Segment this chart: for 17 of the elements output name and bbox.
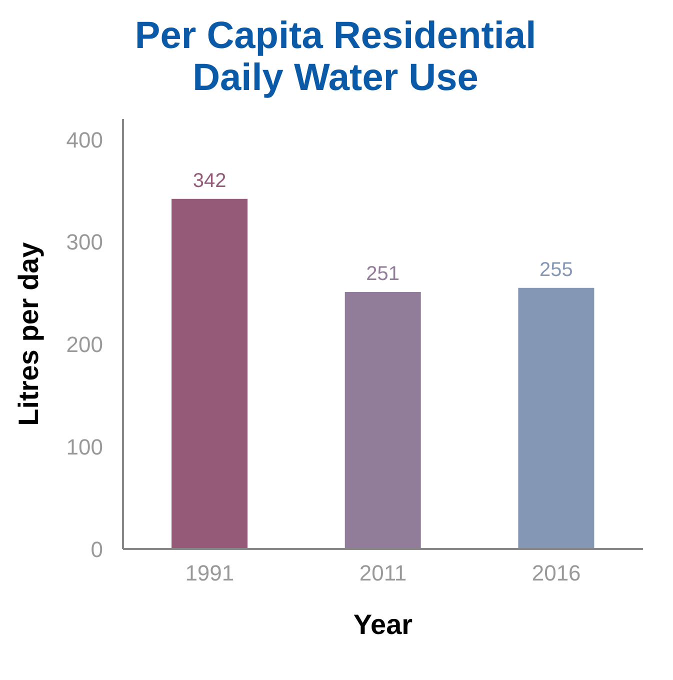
x-tick-label: 1991 xyxy=(185,560,234,586)
y-tick-label: 200 xyxy=(66,332,103,358)
x-tick-label: 2016 xyxy=(532,560,581,586)
y-tick-label: 400 xyxy=(66,127,103,152)
y-tick-label: 100 xyxy=(66,434,103,460)
y-tick-label: 300 xyxy=(66,230,103,255)
bar xyxy=(172,198,248,549)
data-label: 255 xyxy=(540,258,573,281)
bar xyxy=(518,288,594,549)
data-label: 251 xyxy=(366,263,400,286)
x-tick-label: 2011 xyxy=(359,560,407,586)
chart-title: Per Capita Residential Daily Water Use xyxy=(134,15,538,99)
y-axis-title: Litres per day xyxy=(12,242,44,426)
x-axis-title: Year xyxy=(353,609,413,640)
y-tick-label: 0 xyxy=(90,536,103,562)
data-label: 342 xyxy=(192,170,226,192)
bar xyxy=(344,292,421,549)
